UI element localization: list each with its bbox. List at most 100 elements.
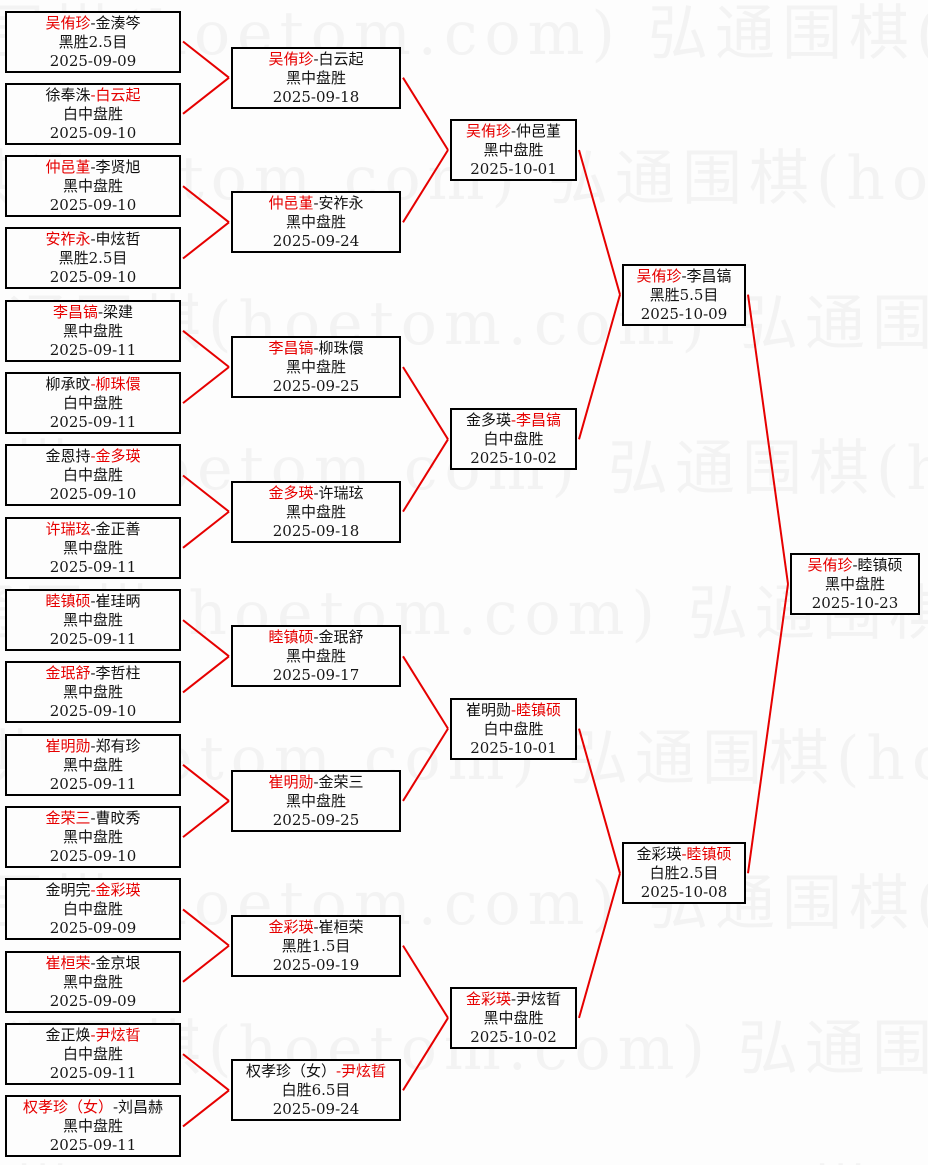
match-date: 2025-09-10 [49,847,137,866]
match-result: 黑中盘胜 [285,791,346,810]
match-players: 安祚永-申炫哲 [7,230,179,249]
match-box-r3-3[interactable]: 崔明勋-睦镇硕 白中盘胜 2025-10-01 [450,697,577,760]
match-result: 黑中盘胜 [62,177,123,196]
match-box-r3-4[interactable]: 金彩瑛-尹炫晢 黑中盘胜 2025-10-02 [450,986,577,1049]
player2-name: 刘昌赫 [118,1098,164,1117]
connector-line [747,583,789,874]
match-box-r1-5[interactable]: 李昌镐-梁建 黑中盘胜 2025-09-11 [5,299,181,362]
match-box-r1-11[interactable]: 崔明勋-郑有珍 黑中盘胜 2025-09-11 [5,733,181,796]
player2-name: 尹炫晢 [341,1062,387,1081]
player2-name: 梁建 [103,302,134,321]
match-result: 黑中盘胜 [62,1117,123,1136]
match-box-r2-3[interactable]: 李昌镐-柳珠儇 黑中盘胜 2025-09-25 [231,335,401,398]
match-date: 2025-09-11 [49,340,137,359]
match-box-r2-4[interactable]: 金多瑛-许瑞玹 黑中盘胜 2025-09-18 [231,480,401,543]
match-date: 2025-09-11 [49,1064,137,1083]
player1-name: 仲邑堇 [45,158,91,177]
match-players: 金彩瑛-睦镇硕 [624,845,744,864]
match-date: 2025-10-02 [470,449,557,468]
match-result: 黑中盘胜 [62,683,123,702]
player1-name: 吴侑珍 [45,13,91,32]
match-players: 仲邑堇-李贤旭 [7,158,179,177]
vs-dash: - [90,230,96,249]
vs-dash: - [90,519,96,538]
connector-line [182,619,230,658]
match-result: 白胜6.5目 [281,1081,351,1100]
match-date: 2025-09-25 [272,810,360,829]
match-box-r1-7[interactable]: 金恩持-金多瑛 白中盘胜 2025-09-10 [5,444,181,507]
match-players: 金珉舒-李哲柱 [7,664,179,683]
player2-name: 睦镇硕 [516,700,562,719]
connector-line [182,655,230,694]
match-date: 2025-09-09 [49,51,137,70]
match-result: 黑中盘胜 [62,828,123,847]
match-result: 白中盘胜 [62,466,123,485]
match-box-r2-8[interactable]: 权孝珍（女）-尹炫晢 白胜6.5目 2025-09-24 [231,1059,401,1122]
match-box-r1-4[interactable]: 安祚永-申炫哲 黑胜2.5目 2025-09-10 [5,227,181,290]
player2-name: 金彩瑛 [95,881,141,900]
match-box-r3-2[interactable]: 金多瑛-李昌镐 白中盘胜 2025-10-02 [450,408,577,471]
match-box-r1-8[interactable]: 许瑞玹-金正善 黑中盘胜 2025-09-11 [5,516,181,579]
connector-line [182,1089,230,1128]
player2-name: 金荣三 [318,772,364,791]
match-box-r1-3[interactable]: 仲邑堇-李贤旭 黑中盘胜 2025-09-10 [5,155,181,218]
vs-dash: - [313,772,319,791]
connector-line [182,510,230,549]
player2-name: 金正善 [95,519,141,538]
match-date: 2025-09-10 [49,268,137,287]
match-box-r1-14[interactable]: 崔桓荣-金京垠 黑中盘胜 2025-09-09 [5,950,181,1013]
player1-name: 崔明勋 [45,736,91,755]
match-date: 2025-09-10 [49,196,137,215]
match-box-r1-12[interactable]: 金荣三-曹旼秀 黑中盘胜 2025-09-10 [5,806,181,869]
watermark-text: 弘通围棋(hoetom.com) 弘通围棋(hoetom.com) 弘通围棋(h… [0,1145,928,1165]
connector-line [182,330,230,368]
match-players: 吴侑珍-仲邑堇 [452,122,575,141]
match-players: 李昌镐-柳珠儇 [233,339,399,358]
vs-dash: - [90,1026,96,1045]
match-box-r3-1[interactable]: 吴侑珍-仲邑堇 黑中盘胜 2025-10-01 [450,118,577,181]
player2-name: 金多瑛 [95,447,141,466]
match-players: 崔桓荣-金京垠 [7,954,179,973]
match-date: 2025-09-17 [272,666,360,685]
match-box-r2-6[interactable]: 崔明勋-金荣三 黑中盘胜 2025-09-25 [231,769,401,832]
vs-dash: - [313,49,319,68]
match-result: 黑中盘胜 [285,68,346,87]
match-box-r1-15[interactable]: 金正焕-尹炫晢 白中盘胜 2025-09-11 [5,1023,181,1086]
player1-name: 金珉舒 [45,664,91,683]
match-result: 黑中盘胜 [824,574,885,593]
match-box-r2-5[interactable]: 睦镇硕-金珉舒 黑中盘胜 2025-09-17 [231,625,401,688]
match-box-r4-1[interactable]: 吴侑珍-李昌镐 黑胜5.5目 2025-10-09 [622,263,746,326]
match-result: 白中盘胜 [483,719,544,738]
connector-line [182,221,230,260]
player2-name: 柳珠儇 [95,375,141,394]
match-box-r1-1[interactable]: 吴侑珍-金湊笒 黑胜2.5目 2025-09-09 [5,10,181,73]
match-box-r2-2[interactable]: 仲邑堇-安祚永 黑中盘胜 2025-09-24 [231,191,401,254]
match-box-r1-6[interactable]: 柳承旼-柳珠儇 白中盘胜 2025-09-11 [5,372,181,435]
match-box-r2-7[interactable]: 金彩瑛-崔桓荣 黑胜1.5目 2025-09-19 [231,914,401,977]
player1-name: 崔明勋 [268,772,314,791]
player2-name: 李哲柱 [95,664,141,683]
match-box-r1-13[interactable]: 金明完-金彩瑛 白中盘胜 2025-09-09 [5,878,181,941]
player1-name: 权孝珍（女） [22,1098,113,1117]
match-box-r1-9[interactable]: 睦镇硕-崔珪昞 黑中盘胜 2025-09-11 [5,589,181,652]
match-box-r1-2[interactable]: 徐奉洙-白云起 白中盘胜 2025-09-10 [5,82,181,145]
vs-dash: - [90,85,96,104]
vs-dash: - [313,194,319,213]
vs-dash: - [90,447,96,466]
match-box-r4-2[interactable]: 金彩瑛-睦镇硕 白胜2.5目 2025-10-08 [622,842,746,905]
player1-name: 李昌镐 [268,338,314,357]
connector-line [182,800,230,838]
match-result: 黑胜5.5目 [649,285,719,304]
vs-dash: - [313,338,319,357]
match-box-r1-10[interactable]: 金珉舒-李哲柱 黑中盘胜 2025-09-10 [5,661,181,724]
match-box-r5-1[interactable]: 吴侑珍-睦镇硕 黑中盘胜 2025-10-23 [790,552,920,615]
match-players: 徐奉洙-白云起 [7,86,179,105]
player1-name: 吴侑珍 [636,266,682,285]
match-date: 2025-09-19 [272,955,360,974]
match-players: 仲邑堇-安祚永 [233,194,399,213]
match-date: 2025-09-09 [49,919,137,938]
match-box-r2-1[interactable]: 吴侑珍-白云起 黑中盘胜 2025-09-18 [231,46,401,109]
match-players: 权孝珍（女）-刘昌赫 [7,1098,179,1117]
match-box-r1-16[interactable]: 权孝珍（女）-刘昌赫 黑中盘胜 2025-09-11 [5,1095,181,1158]
player2-name: 金京垠 [95,953,141,972]
